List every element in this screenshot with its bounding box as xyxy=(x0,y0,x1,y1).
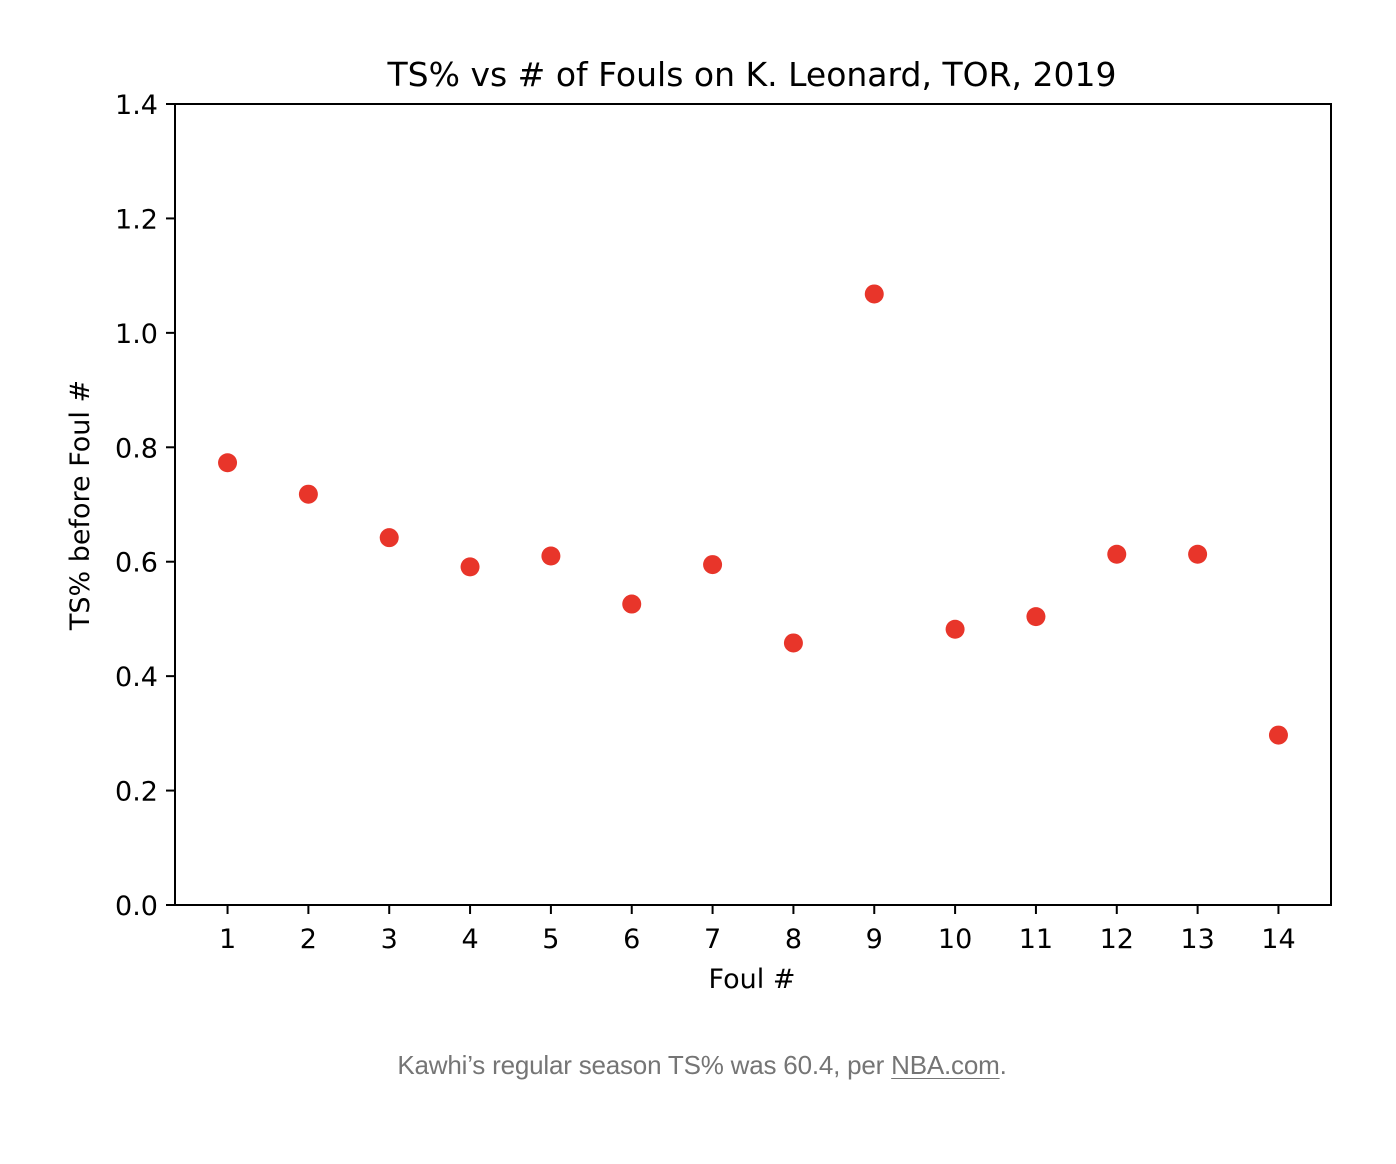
x-tick-label: 12 xyxy=(1100,924,1134,955)
x-tick-label: 11 xyxy=(1019,924,1053,955)
x-tick-label: 8 xyxy=(785,924,802,955)
x-tick-label: 2 xyxy=(300,924,317,955)
data-point xyxy=(1268,725,1288,745)
y-axis-label: TS% before Foul # xyxy=(65,380,96,631)
x-tick-label: 10 xyxy=(938,924,972,955)
figure-caption: Kawhi’s regular season TS% was 60.4, per… xyxy=(0,1050,1396,1081)
caption-text: Kawhi’s regular season TS% was 60.4, per xyxy=(397,1050,892,1080)
data-point xyxy=(218,453,238,473)
scatter-chart: TS% vs # of Fouls on K. Leonard, TOR, 20… xyxy=(65,55,1332,995)
y-tick-label: 0.2 xyxy=(115,777,158,808)
caption-end: . xyxy=(999,1050,1007,1080)
x-tick-label: 9 xyxy=(866,924,883,955)
x-tick-label: 14 xyxy=(1261,924,1295,955)
data-point xyxy=(622,594,642,614)
data-point xyxy=(945,619,965,639)
chart-title: TS% vs # of Fouls on K. Leonard, TOR, 20… xyxy=(387,55,1117,94)
nba-com-link[interactable]: NBA.com xyxy=(891,1050,1000,1080)
x-axis-ticks: 1 2 3 4 5 6 7 8 9 10 11 12 13 14 xyxy=(219,905,1296,955)
data-point xyxy=(864,284,884,304)
y-tick-label: 0.0 xyxy=(115,891,158,922)
x-tick-label: 13 xyxy=(1180,924,1214,955)
x-tick-label: 4 xyxy=(461,924,478,955)
y-tick-label: 1.4 xyxy=(115,90,158,121)
data-point xyxy=(460,557,480,577)
y-tick-label: 1.2 xyxy=(115,204,158,235)
x-axis-label: Foul # xyxy=(709,964,796,995)
data-point xyxy=(703,555,723,575)
y-axis-ticks: 0.0 0.2 0.4 0.6 0.8 1.0 1.2 1.4 xyxy=(115,90,175,922)
x-tick-label: 5 xyxy=(542,924,559,955)
y-tick-label: 0.6 xyxy=(115,548,158,579)
data-point xyxy=(783,633,803,653)
data-point xyxy=(1107,544,1127,564)
x-tick-label: 1 xyxy=(219,924,236,955)
data-points xyxy=(218,284,1288,745)
plot-frame xyxy=(174,103,1332,906)
y-tick-label: 1.0 xyxy=(115,319,158,350)
data-point xyxy=(1188,544,1208,564)
x-tick-label: 6 xyxy=(623,924,640,955)
data-point xyxy=(298,484,318,504)
data-point xyxy=(1026,607,1046,627)
y-tick-label: 0.4 xyxy=(115,662,158,693)
x-tick-label: 7 xyxy=(704,924,721,955)
data-point xyxy=(541,546,561,566)
data-point xyxy=(379,528,399,548)
x-tick-label: 3 xyxy=(381,924,398,955)
y-tick-label: 0.8 xyxy=(115,433,158,464)
